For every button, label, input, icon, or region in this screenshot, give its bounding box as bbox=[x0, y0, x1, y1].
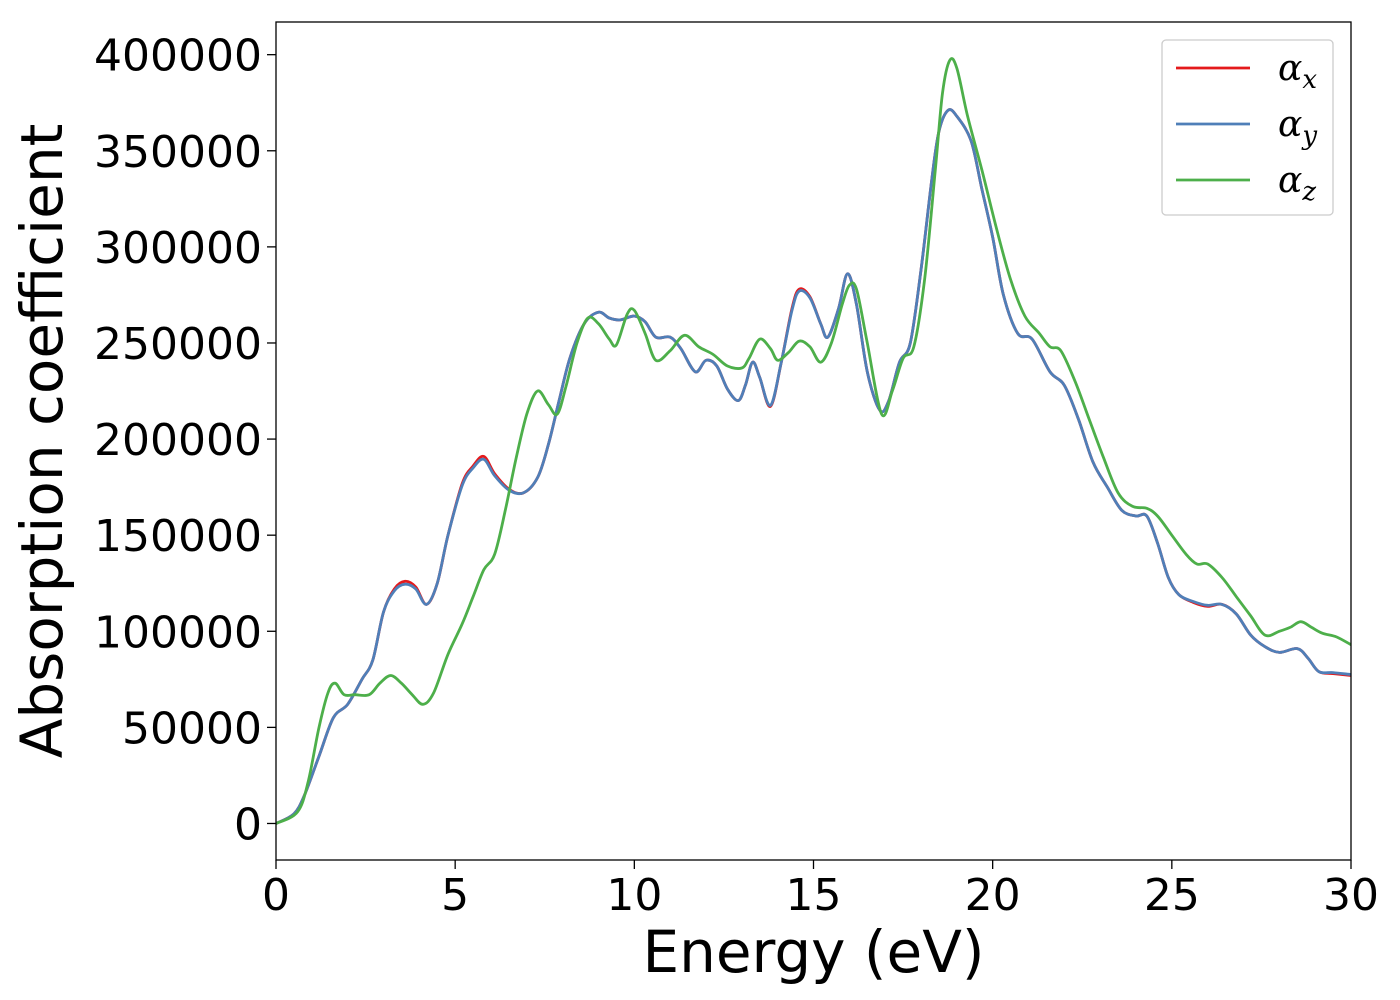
x-tick-label: 10 bbox=[606, 870, 662, 921]
x-tick-label: 30 bbox=[1323, 870, 1379, 921]
y-tick-label: 250000 bbox=[94, 319, 262, 370]
series-line-x bbox=[276, 108, 1351, 825]
x-tick-label: 0 bbox=[262, 870, 290, 921]
y-tick-label: 350000 bbox=[94, 127, 262, 178]
x-tick-label: 20 bbox=[965, 870, 1021, 921]
x-tick-label: 15 bbox=[786, 870, 842, 921]
series-line-y bbox=[276, 108, 1351, 825]
y-tick-label: 0 bbox=[234, 799, 262, 850]
x-tick-label: 5 bbox=[441, 870, 469, 921]
y-axis-ticks: 0 50000 100000 150000 200000 250000 300000 3500… bbox=[94, 31, 276, 850]
x-axis-label: Energy (eV) bbox=[642, 918, 984, 986]
y-tick-label: 100000 bbox=[94, 607, 262, 658]
legend-box bbox=[1161, 39, 1334, 216]
y-tick-label: 300000 bbox=[94, 223, 262, 274]
x-axis-ticks: 0 5 10 15 20 25 30 bbox=[262, 860, 1379, 921]
y-tick-label: 200000 bbox=[94, 415, 262, 466]
y-tick-label: 400000 bbox=[94, 31, 262, 82]
series-line-z bbox=[276, 57, 1351, 825]
y-tick-label: 150000 bbox=[94, 511, 262, 562]
y-tick-label: 50000 bbox=[122, 703, 262, 754]
series-lines bbox=[276, 57, 1351, 825]
y-axis-label: Absorption coefficient bbox=[8, 124, 76, 759]
x-tick-label: 25 bbox=[1144, 870, 1200, 921]
